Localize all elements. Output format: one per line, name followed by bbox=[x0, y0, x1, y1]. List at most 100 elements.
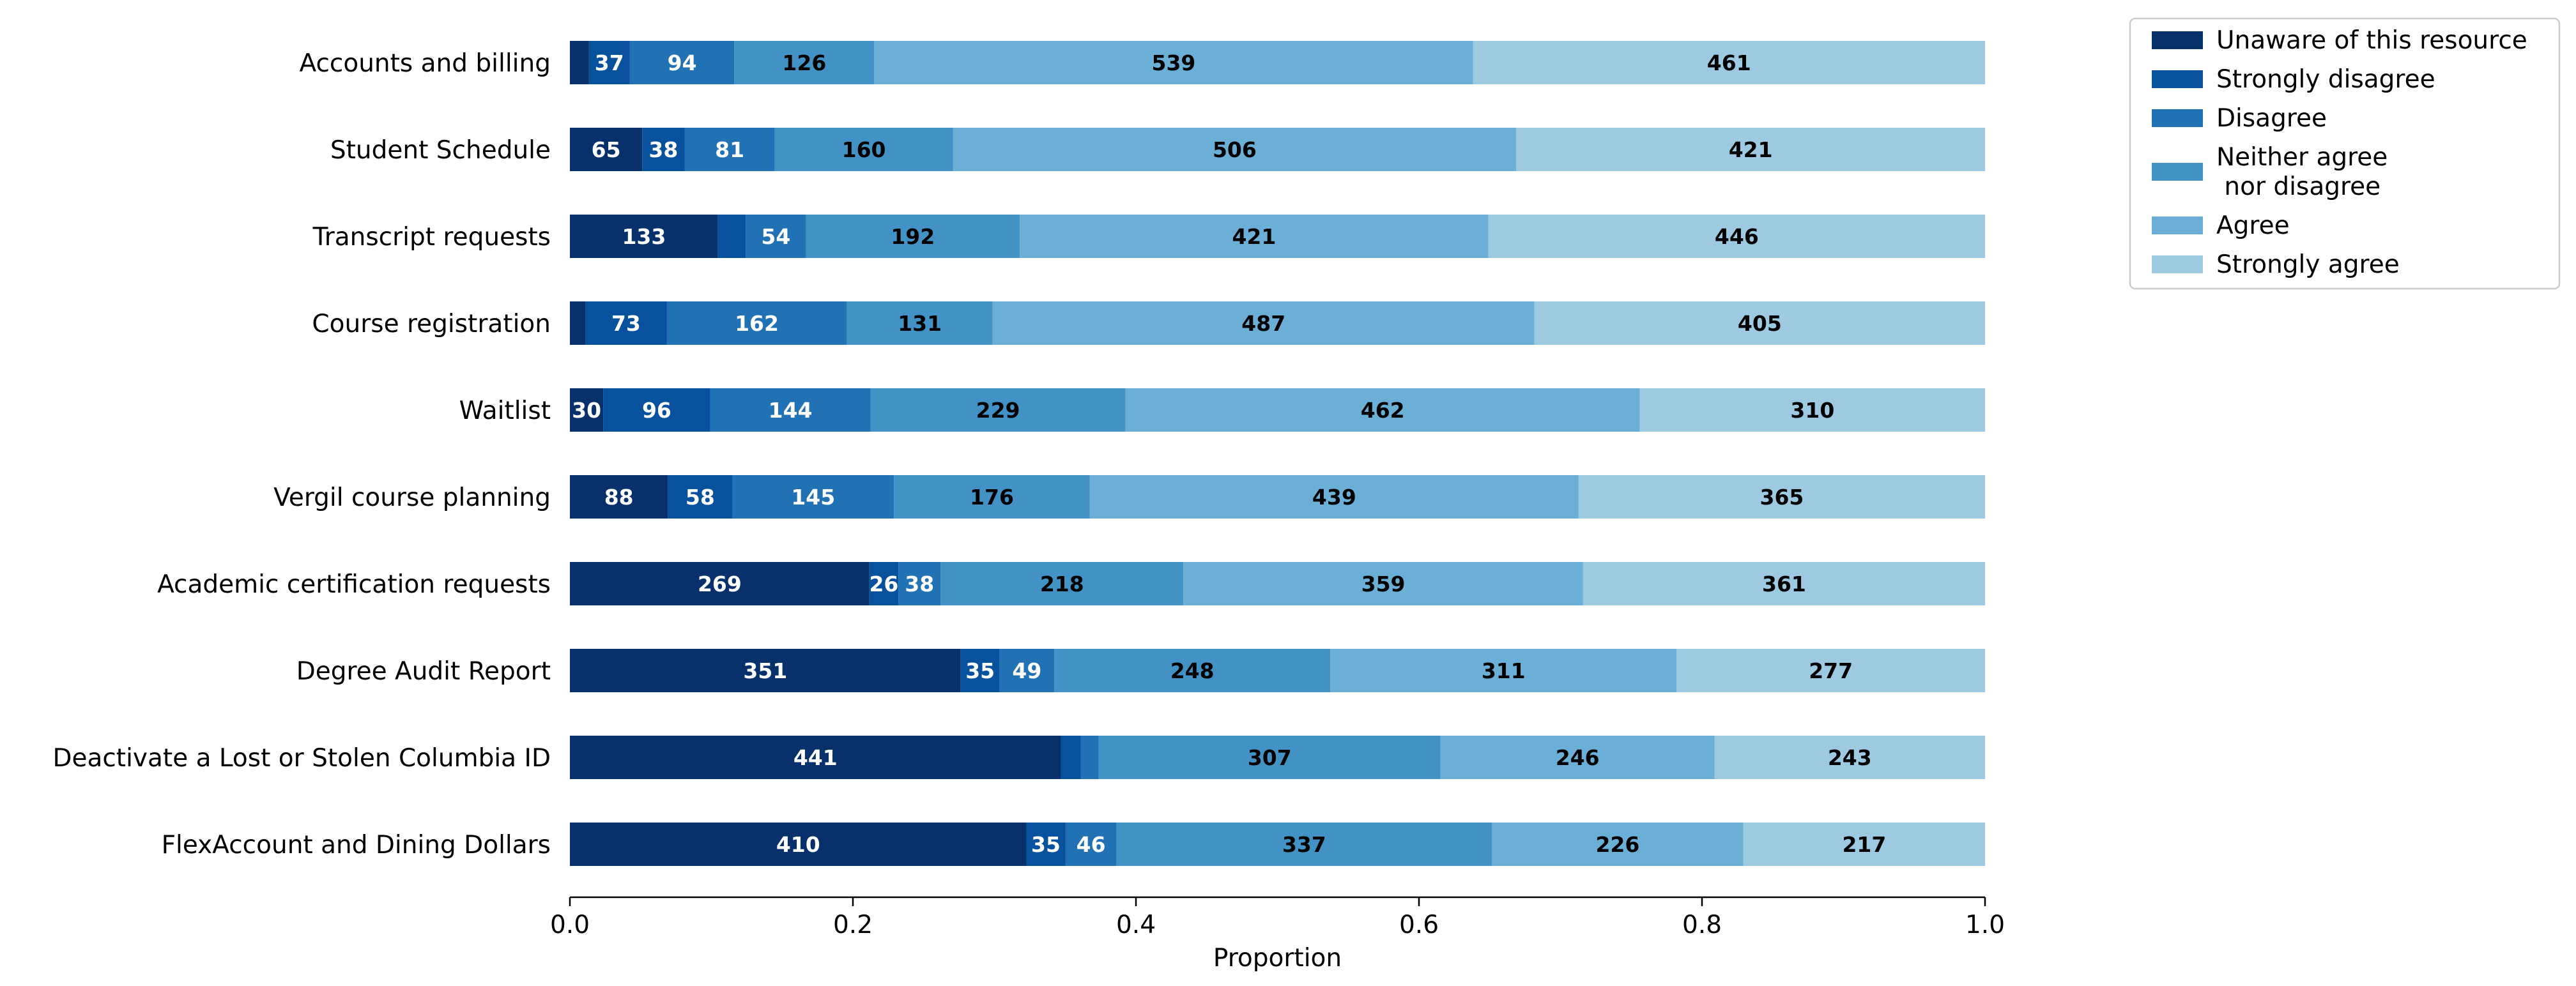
bar-segment bbox=[746, 215, 806, 258]
data-label: 46 bbox=[1077, 832, 1106, 857]
data-label: 269 bbox=[698, 572, 742, 596]
data-label: 49 bbox=[1012, 658, 1041, 683]
data-label: 65 bbox=[592, 137, 621, 162]
bar-segment bbox=[570, 128, 643, 171]
data-label: 26 bbox=[869, 572, 898, 596]
bar-segment bbox=[603, 388, 710, 432]
legend-swatch bbox=[2152, 70, 2203, 88]
data-label: 35 bbox=[1031, 832, 1061, 857]
data-label: 58 bbox=[686, 485, 715, 510]
x-tick-label: 0.4 bbox=[1116, 911, 1156, 939]
legend-label: Neither agree nor disagree bbox=[2216, 143, 2388, 201]
bar-segment bbox=[629, 41, 735, 84]
bar-segment bbox=[870, 388, 1126, 432]
bar-segment bbox=[570, 562, 870, 605]
data-label: 243 bbox=[1828, 745, 1872, 770]
data-label: 96 bbox=[642, 398, 671, 423]
data-label: 81 bbox=[715, 137, 744, 162]
bar-segment bbox=[1639, 388, 1985, 432]
legend-box bbox=[2129, 17, 2561, 290]
bar-segment bbox=[1714, 736, 1985, 779]
data-label: 94 bbox=[668, 50, 697, 75]
data-label: 162 bbox=[735, 311, 779, 336]
data-label: 421 bbox=[1729, 137, 1773, 162]
bar-segment bbox=[1440, 736, 1715, 779]
legend-swatch bbox=[2152, 31, 2203, 49]
legend: Unaware of this resource Strongly disagre… bbox=[2129, 17, 2561, 290]
data-label: 35 bbox=[965, 658, 995, 683]
bar-segment bbox=[717, 215, 746, 258]
category-label: FlexAccount and Dining Dollars bbox=[162, 831, 551, 860]
data-label: 38 bbox=[648, 137, 678, 162]
bar-segment bbox=[940, 562, 1184, 605]
data-label: 441 bbox=[793, 745, 838, 770]
data-label: 487 bbox=[1241, 311, 1285, 336]
x-tick-label: 0.2 bbox=[833, 911, 873, 939]
data-label: 226 bbox=[1595, 832, 1639, 857]
bar-segment bbox=[1125, 388, 1640, 432]
bar-segment bbox=[960, 649, 1000, 692]
category-label: Course registration bbox=[312, 310, 551, 338]
data-label: 311 bbox=[1482, 658, 1526, 683]
data-label: 506 bbox=[1213, 137, 1257, 162]
x-tick-label: 0.6 bbox=[1399, 911, 1439, 939]
data-label: 439 bbox=[1312, 485, 1356, 510]
bar-segment bbox=[588, 41, 630, 84]
bar-segment bbox=[1054, 649, 1331, 692]
bar-segment bbox=[570, 475, 668, 519]
bar-segment bbox=[1080, 736, 1099, 779]
bar-segment bbox=[684, 128, 775, 171]
data-label: 539 bbox=[1151, 50, 1195, 75]
category-label: Transcript requests bbox=[312, 223, 551, 252]
data-label: 131 bbox=[898, 311, 942, 336]
data-label: 410 bbox=[776, 832, 820, 857]
category-label: Student Schedule bbox=[330, 136, 551, 165]
bar-segment bbox=[1065, 823, 1117, 866]
data-label: 176 bbox=[970, 485, 1014, 510]
bar-segment bbox=[732, 475, 894, 519]
data-label: 277 bbox=[1809, 658, 1853, 683]
bar-segment bbox=[1534, 301, 1985, 345]
data-label: 310 bbox=[1790, 398, 1834, 423]
bar-segment bbox=[710, 388, 871, 432]
legend-swatch bbox=[2152, 216, 2203, 234]
bar-segment bbox=[1061, 736, 1081, 779]
bars-group: 37 94 126 539 461 65 38 81 160 506 421 133 54 192 421 4… bbox=[570, 41, 1985, 866]
data-label: 462 bbox=[1361, 398, 1405, 423]
data-label: 337 bbox=[1282, 832, 1326, 857]
data-label: 405 bbox=[1738, 311, 1782, 336]
data-label: 30 bbox=[572, 398, 601, 423]
bar-segment bbox=[570, 736, 1061, 779]
category-label: Degree Audit Report bbox=[296, 657, 551, 686]
bar-segment bbox=[1089, 475, 1579, 519]
category-label: Deactivate a Lost or Stolen Columbia ID bbox=[52, 744, 551, 773]
data-label: 365 bbox=[1760, 485, 1804, 510]
bar-segment bbox=[1516, 128, 1985, 171]
bar-segment bbox=[806, 215, 1020, 258]
category-label: Vergil course planning bbox=[273, 483, 551, 512]
legend-label: Unaware of this resource bbox=[2216, 26, 2527, 55]
data-label: 248 bbox=[1170, 658, 1215, 683]
bar-segment bbox=[642, 128, 685, 171]
category-label: Academic certification requests bbox=[157, 570, 551, 599]
data-label: 461 bbox=[1707, 50, 1751, 75]
bar-segment bbox=[570, 823, 1027, 866]
data-label: 361 bbox=[1762, 572, 1806, 596]
bar-segment bbox=[898, 562, 941, 605]
legend-label: Strongly agree bbox=[2216, 250, 2400, 279]
data-label: 421 bbox=[1232, 224, 1276, 249]
x-tick-label: 0.8 bbox=[1682, 911, 1722, 939]
bar-segment bbox=[1488, 215, 1985, 258]
bar-segment bbox=[869, 562, 899, 605]
bar-segment bbox=[1743, 823, 1985, 866]
bar-segment bbox=[774, 128, 953, 171]
bar-segment bbox=[1116, 823, 1492, 866]
bar-segment bbox=[1020, 215, 1489, 258]
bar-segment bbox=[894, 475, 1090, 519]
data-label: 218 bbox=[1040, 572, 1084, 596]
data-label: 217 bbox=[1842, 832, 1886, 857]
bar-segment bbox=[1098, 736, 1441, 779]
bar-segment bbox=[1026, 823, 1066, 866]
bar-segment bbox=[570, 649, 961, 692]
